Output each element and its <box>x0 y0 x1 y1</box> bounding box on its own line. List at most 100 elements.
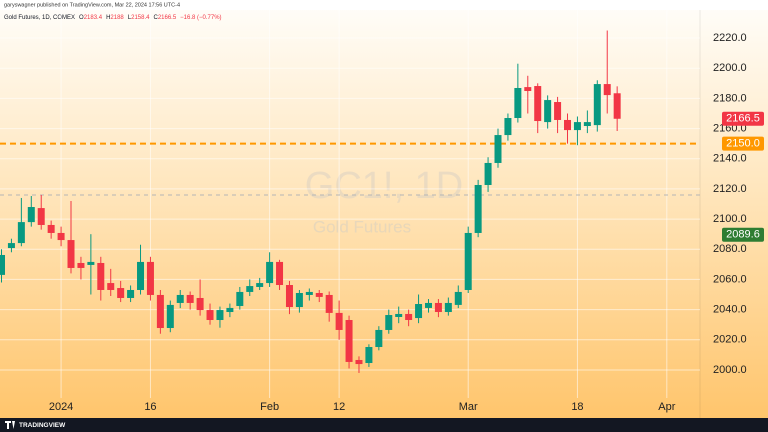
candle-body <box>395 313 403 317</box>
candle-body <box>375 329 383 348</box>
y-tick-label: 2100.0 <box>713 213 747 225</box>
x-tick-label: 16 <box>144 401 156 413</box>
y-tick-label: 2220.0 <box>713 32 747 44</box>
candle-body <box>206 310 214 321</box>
ohlc-value: 2166.5 <box>158 15 177 21</box>
candle-body <box>186 294 194 303</box>
candle-body <box>345 320 353 362</box>
ohlc-prefix: C <box>153 15 158 21</box>
price-badge-label: 2166.5 <box>726 113 760 125</box>
candle-body <box>593 84 601 126</box>
candle-body <box>405 313 413 321</box>
candle-body <box>256 283 264 287</box>
candle-body <box>295 293 303 308</box>
candle-body <box>573 122 581 131</box>
candle-body <box>67 240 75 268</box>
candle-body <box>37 208 45 225</box>
candle-body <box>434 302 442 313</box>
x-tick-label: Feb <box>260 401 279 413</box>
candle-body <box>137 261 145 290</box>
y-tick-label: 2060.0 <box>713 273 747 285</box>
candle-body <box>335 312 343 330</box>
candle-body <box>216 310 224 321</box>
candle-body <box>166 304 174 329</box>
candle-body <box>196 297 204 311</box>
price-badge <box>722 111 764 126</box>
watermark-symbol: GC1!, 1D <box>305 165 463 207</box>
candle-body <box>464 232 472 290</box>
y-tick-label: 2000.0 <box>713 364 747 376</box>
legend-text: Gold Futures, 1D, COMEX O2183.4 H2188 L2158… <box>4 15 222 21</box>
candle-body <box>27 207 35 223</box>
candle-body <box>494 135 502 163</box>
background <box>0 0 768 418</box>
candle-body <box>117 288 125 298</box>
candle-body <box>544 100 552 123</box>
candle-body <box>246 286 254 292</box>
y-tick-label: 2080.0 <box>713 243 747 255</box>
candle-body <box>583 122 591 127</box>
candle-body <box>315 293 323 297</box>
ohlc-value: 2158.4 <box>131 15 150 21</box>
candle-body <box>77 262 85 268</box>
candle-body <box>484 162 492 185</box>
candle-body <box>424 302 432 308</box>
y-tick-label: 2140.0 <box>713 153 747 165</box>
candle-body <box>97 262 105 290</box>
x-tick-label: Apr <box>658 401 675 413</box>
candle-body <box>285 285 293 308</box>
y-tick-label: 2040.0 <box>713 304 747 316</box>
y-tick-label: 2120.0 <box>713 183 747 195</box>
price-badge <box>722 227 764 242</box>
candle-body <box>236 291 244 306</box>
candle-body <box>504 118 512 136</box>
candle-body <box>355 359 363 365</box>
x-tick-label: 2024 <box>49 401 73 413</box>
candle-body <box>276 261 284 286</box>
candle-body <box>226 307 234 313</box>
x-tick-label: Mar <box>459 401 478 413</box>
footer-strip <box>0 418 768 432</box>
watermark-name: Gold Futures <box>313 217 411 236</box>
candle-body <box>146 261 154 295</box>
candle-body <box>474 184 482 233</box>
candle-body <box>47 224 55 233</box>
y-tick-label: 2180.0 <box>713 92 747 104</box>
ohlc-value: 2183.4 <box>84 15 103 21</box>
candle-body <box>57 232 65 241</box>
candle-body <box>127 289 135 298</box>
y-tick-label: 2200.0 <box>713 62 747 74</box>
candle-body <box>444 302 452 313</box>
candle-body <box>415 304 423 319</box>
candle-body <box>0 254 5 275</box>
candle-body <box>305 291 313 295</box>
candle-body <box>176 294 184 303</box>
candle-body <box>385 315 393 330</box>
x-tick-label: 18 <box>571 401 583 413</box>
y-tick-label: 2020.0 <box>713 334 747 346</box>
ohlc-prefix: O <box>79 15 84 21</box>
candle-body <box>365 347 373 364</box>
candle-body <box>7 243 15 249</box>
candle-body <box>564 119 572 131</box>
candle-body <box>534 86 542 122</box>
candle-body <box>17 222 25 244</box>
ohlc-prefix: L <box>128 15 132 21</box>
legend: Gold Futures, 1D, COMEX O2183.4 H2188 L2158… <box>4 15 222 21</box>
candle-body <box>266 261 274 284</box>
candle-body <box>613 93 621 119</box>
candle-body <box>524 87 532 92</box>
candle-body <box>514 87 522 119</box>
published-note: garyswagner published on TradingView.com… <box>4 2 180 8</box>
logo-icon <box>5 421 15 429</box>
top-strip <box>0 0 768 10</box>
price-badge-label: 2150.0 <box>726 138 760 150</box>
candle-body <box>603 84 611 96</box>
ohlc-value: 2188 <box>110 15 124 21</box>
ohlc-prefix: H <box>106 15 110 21</box>
candle-body <box>454 291 462 305</box>
candle-body <box>156 294 164 329</box>
candle-body <box>87 261 95 265</box>
